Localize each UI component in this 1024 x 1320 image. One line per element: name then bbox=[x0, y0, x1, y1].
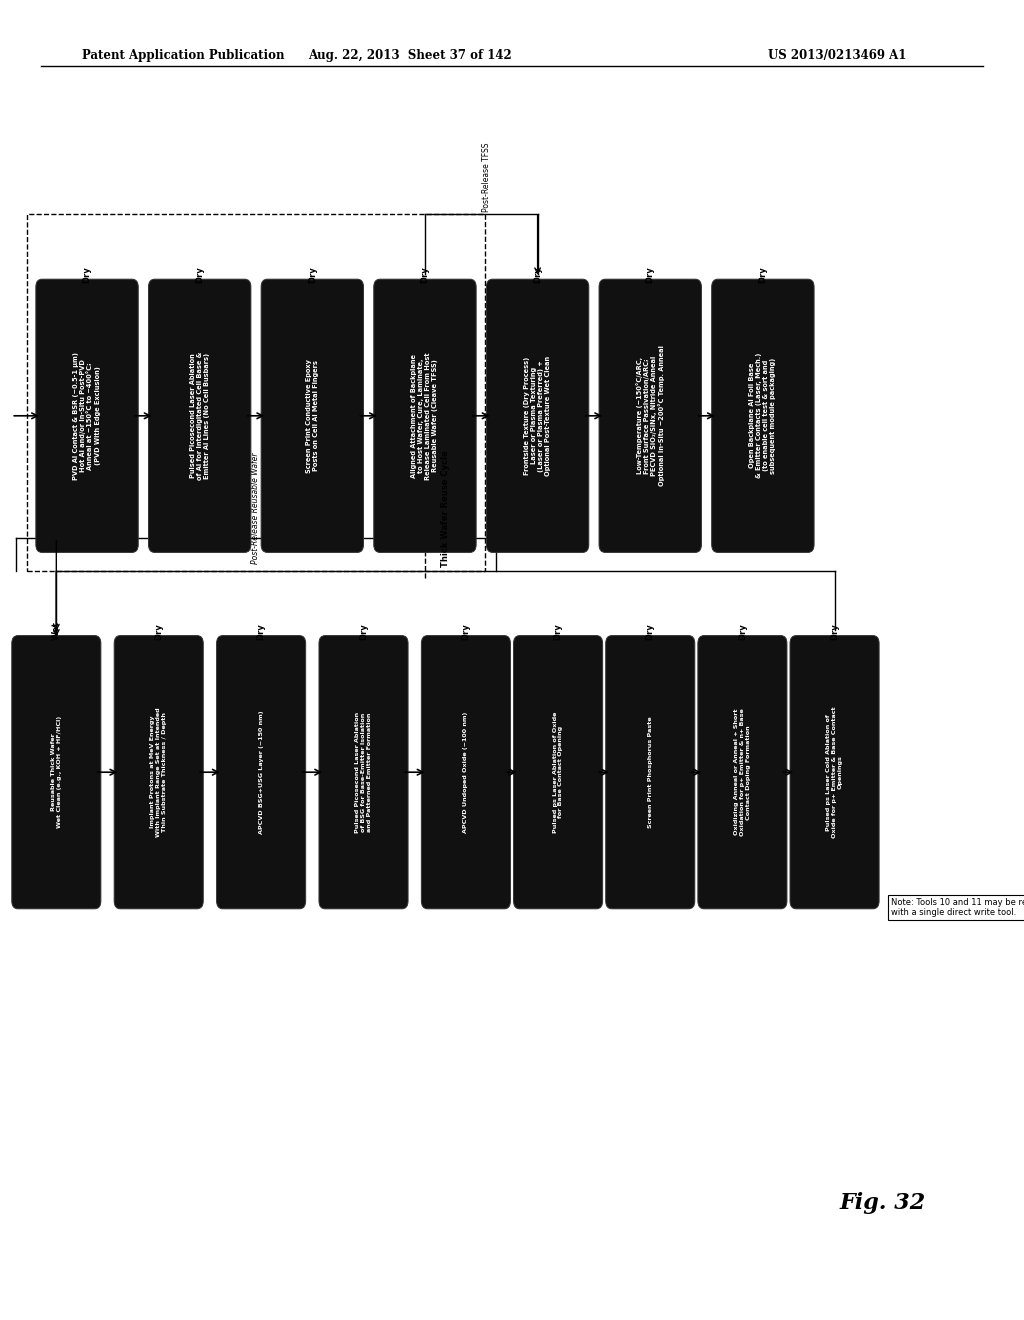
Text: Open Backplane Al Foil Base
& Emitter Contacts (Laser, Mech.)
(to enable cell te: Open Backplane Al Foil Base & Emitter Co… bbox=[750, 354, 776, 478]
Text: Dry: Dry bbox=[155, 623, 163, 640]
FancyBboxPatch shape bbox=[422, 636, 511, 908]
Text: Frontside Texture (Dry Process)
Laser or Plasma Texturing
(Laser or Plasma Prefe: Frontside Texture (Dry Process) Laser or… bbox=[524, 355, 551, 477]
FancyBboxPatch shape bbox=[374, 280, 476, 552]
Text: Post-Release Reusable Wafer: Post-Release Reusable Wafer bbox=[252, 453, 260, 565]
FancyBboxPatch shape bbox=[514, 636, 602, 908]
Text: Implant Protons at MeV Energy
With Implant Range Set at Intended
Thin Substrate : Implant Protons at MeV Energy With Impla… bbox=[151, 708, 167, 837]
Text: Low-Temperature (~150°C/ARC,
Front Surface Passivation/ARC;
PECVD SiO₂/SiNx, Nit: Low-Temperature (~150°C/ARC, Front Surfa… bbox=[636, 346, 665, 486]
Text: Dry: Dry bbox=[554, 623, 562, 640]
Text: Wet: Wet bbox=[52, 620, 60, 640]
Text: Dry: Dry bbox=[462, 623, 470, 640]
Text: Reusable Thick Wafer
Wet Clean (e.g., KOH + HF/HCl): Reusable Thick Wafer Wet Clean (e.g., KO… bbox=[51, 717, 61, 828]
Text: Dry: Dry bbox=[759, 267, 767, 282]
Text: US 2013/0213469 A1: US 2013/0213469 A1 bbox=[768, 49, 906, 62]
FancyBboxPatch shape bbox=[114, 636, 203, 908]
Text: Dry: Dry bbox=[830, 623, 839, 640]
Text: Dry: Dry bbox=[257, 623, 265, 640]
Text: Dry: Dry bbox=[646, 623, 654, 640]
Text: Patent Application Publication: Patent Application Publication bbox=[82, 49, 285, 62]
Text: Dry: Dry bbox=[83, 267, 91, 282]
FancyBboxPatch shape bbox=[486, 280, 589, 552]
Text: Dry: Dry bbox=[308, 267, 316, 282]
FancyBboxPatch shape bbox=[148, 280, 251, 552]
FancyBboxPatch shape bbox=[261, 280, 364, 552]
FancyBboxPatch shape bbox=[319, 636, 408, 908]
FancyBboxPatch shape bbox=[599, 280, 701, 552]
Text: Dry: Dry bbox=[534, 267, 542, 282]
Text: Pulsed ps Laser Ablation of Oxide
for Base Contact Opening: Pulsed ps Laser Ablation of Oxide for Ba… bbox=[553, 711, 563, 833]
Text: Thick Wafer Reuse Cycle: Thick Wafer Reuse Cycle bbox=[441, 450, 450, 568]
FancyBboxPatch shape bbox=[791, 636, 879, 908]
Text: Screen Print Conductive Epoxy
Posts on Cell Al Metal Fingers: Screen Print Conductive Epoxy Posts on C… bbox=[306, 359, 318, 473]
Text: Pulsed Picosecond Laser Ablation
of BSG for Base-Emitter Isolation
and Patterned: Pulsed Picosecond Laser Ablation of BSG … bbox=[355, 711, 372, 833]
FancyBboxPatch shape bbox=[698, 636, 786, 908]
Text: Note: Tools 10 and 11 may be replaced
with a single direct write tool.: Note: Tools 10 and 11 may be replaced wi… bbox=[891, 898, 1024, 917]
Text: Aligned Attachment of Backplane
to Host Wafer, Cure, Laminate,
Release Laminated: Aligned Attachment of Backplane to Host … bbox=[412, 352, 438, 479]
FancyBboxPatch shape bbox=[217, 636, 305, 908]
Text: Dry: Dry bbox=[196, 267, 204, 282]
Text: APCVD Undoped Oxide (~100 nm): APCVD Undoped Oxide (~100 nm) bbox=[464, 711, 468, 833]
Text: APCVD BSG+USG Layer (~150 nm): APCVD BSG+USG Layer (~150 nm) bbox=[259, 710, 263, 834]
FancyBboxPatch shape bbox=[12, 636, 100, 908]
Text: Post-Release TFSS: Post-Release TFSS bbox=[482, 143, 490, 211]
FancyBboxPatch shape bbox=[36, 280, 138, 552]
Text: Oxidizing Anneal or Anneal + Short
Oxidation for p+ Emitter & n+ Base
Contact Do: Oxidizing Anneal or Anneal + Short Oxida… bbox=[734, 709, 751, 836]
Text: Aug. 22, 2013  Sheet 37 of 142: Aug. 22, 2013 Sheet 37 of 142 bbox=[308, 49, 511, 62]
FancyBboxPatch shape bbox=[712, 280, 814, 552]
Text: Dry: Dry bbox=[646, 267, 654, 282]
FancyBboxPatch shape bbox=[606, 636, 694, 908]
Text: Dry: Dry bbox=[359, 623, 368, 640]
Text: Pulsed Picosecond Laser Ablation
of Al for Interdigitated Cell Base &
Emitter Al: Pulsed Picosecond Laser Ablation of Al f… bbox=[189, 351, 210, 480]
Text: Screen Print Phosphorus Paste: Screen Print Phosphorus Paste bbox=[648, 717, 652, 828]
Bar bbox=[27, 214, 485, 570]
Text: Dry: Dry bbox=[738, 623, 746, 640]
Text: Fig. 32: Fig. 32 bbox=[840, 1192, 926, 1214]
Text: Dry: Dry bbox=[421, 267, 429, 282]
Text: PVD Al Contact & BSR (~0.5-1 μm)
Hot Al and/or In-Situ Post-PVD
Anneal at ~150°C: PVD Al Contact & BSR (~0.5-1 μm) Hot Al … bbox=[74, 352, 100, 479]
Text: Pulsed ps Laser Cold Ablation of
Oxide for p+ Emitter & Base Contact
Openings: Pulsed ps Laser Cold Ablation of Oxide f… bbox=[826, 706, 843, 838]
